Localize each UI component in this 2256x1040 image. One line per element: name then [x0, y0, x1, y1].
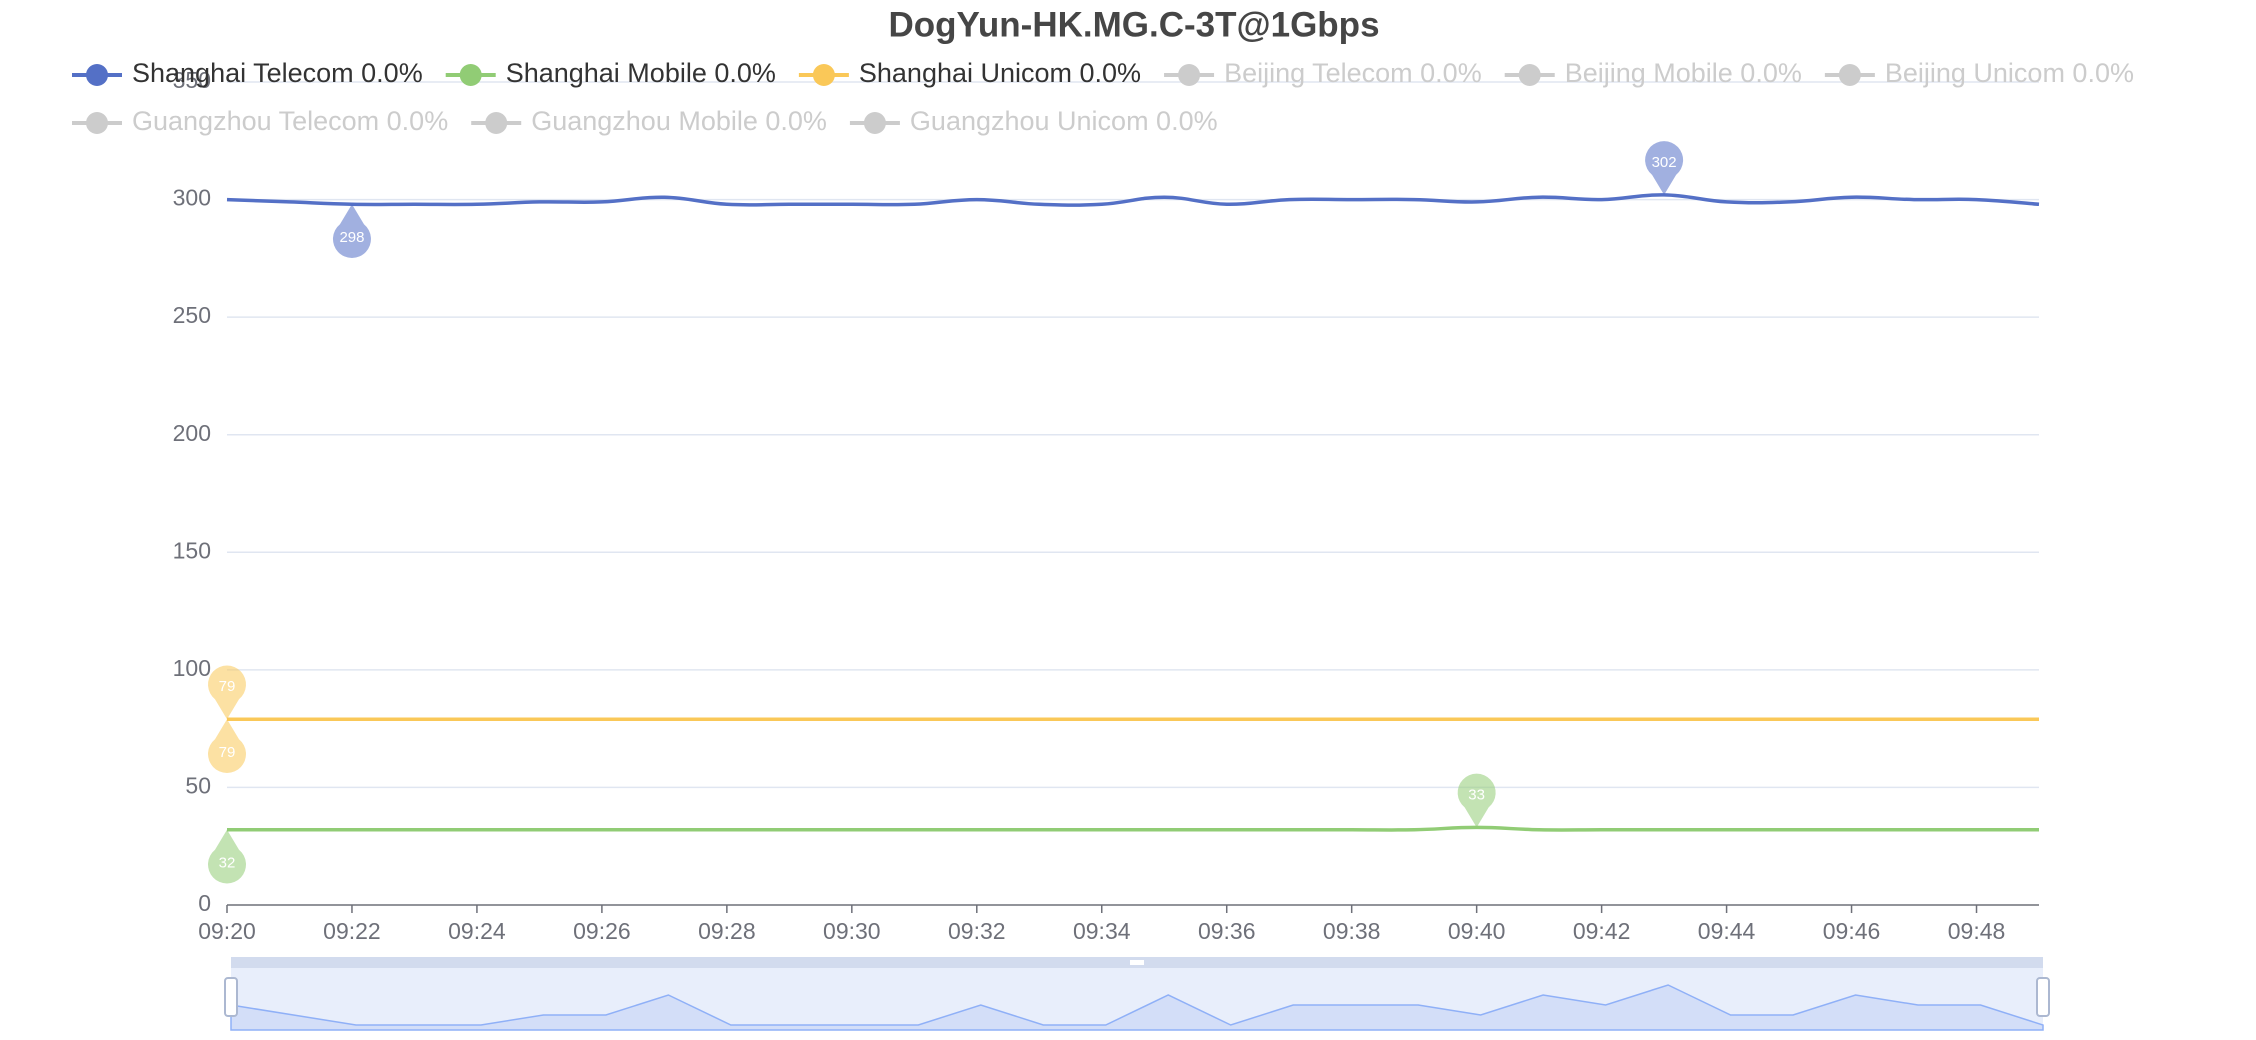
x-tick-label: 09:36 — [1198, 918, 1256, 944]
y-tick-label: 350 — [173, 67, 211, 93]
mark-point: 33 — [1457, 773, 1496, 828]
mark-label: 79 — [219, 744, 236, 761]
series-line — [227, 825, 2039, 832]
legend-label: Guangzhou Unicom 0.0% — [910, 106, 1218, 136]
legend-label: Guangzhou Telecom 0.0% — [132, 106, 448, 136]
x-tick-label: 09:22 — [323, 918, 381, 944]
x-tick-label: 09:44 — [1698, 918, 1756, 944]
mark-label: 298 — [339, 229, 364, 246]
x-tick-label: 09:24 — [448, 918, 506, 944]
x-tick-label: 09:30 — [823, 918, 881, 944]
legend-item[interactable]: Beijing Mobile 0.0% — [1504, 58, 1802, 88]
x-tick-label: 09:38 — [1323, 918, 1381, 944]
mark-pin — [332, 204, 371, 259]
x-tick-label: 09:48 — [1948, 918, 2006, 944]
zoom-grip — [1130, 960, 1144, 965]
y-tick-label: 100 — [173, 655, 211, 681]
y-tick-label: 50 — [185, 773, 211, 799]
legend-icon — [485, 112, 508, 134]
legend-icon — [863, 112, 886, 134]
legend-label: Shanghai Telecom 0.0% — [132, 58, 423, 88]
legend-label: Shanghai Mobile 0.0% — [506, 58, 776, 88]
mark-point: 79 — [208, 665, 246, 720]
x-tick-label: 09:46 — [1823, 918, 1881, 944]
chart-title: DogYun-HK.MG.C-3T@1Gbps — [888, 5, 1379, 44]
zoom-handle[interactable] — [2036, 977, 2050, 1017]
x-tick-label: 09:26 — [573, 918, 631, 944]
mark-point: 32 — [208, 829, 246, 884]
mark-pin — [1645, 141, 1684, 195]
mark-pin — [208, 719, 246, 773]
legend-icon — [459, 64, 482, 86]
legend-item[interactable]: Shanghai Unicom 0.0% — [798, 58, 1141, 88]
y-tick-label: 150 — [173, 537, 211, 563]
x-tick-label: 09:40 — [1448, 918, 1506, 944]
x-tick-label: 09:20 — [198, 918, 256, 944]
legend-icon — [1178, 64, 1201, 86]
mark-label: 32 — [219, 855, 236, 872]
legend-item[interactable]: Guangzhou Unicom 0.0% — [849, 106, 1218, 136]
mark-pin — [1457, 773, 1496, 828]
legend-label: Shanghai Unicom 0.0% — [859, 58, 1141, 88]
x-tick-label: 09:34 — [1073, 918, 1131, 944]
legend-item[interactable]: Beijing Telecom 0.0% — [1164, 58, 1482, 88]
legend-item[interactable]: Beijing Unicom 0.0% — [1824, 58, 2134, 88]
legend-icon — [1838, 64, 1861, 86]
legend-label: Beijing Telecom 0.0% — [1224, 58, 1482, 88]
y-tick-label: 200 — [173, 420, 211, 446]
legend-label: Beijing Unicom 0.0% — [1885, 58, 2134, 88]
legend-icon — [86, 64, 108, 86]
legend-icon — [86, 112, 108, 134]
legend-icon — [812, 64, 835, 86]
mark-pin — [208, 829, 246, 884]
legend-label: Beijing Mobile 0.0% — [1565, 58, 1802, 88]
legend-label: Guangzhou Mobile 0.0% — [531, 106, 827, 136]
x-tick-label: 09:32 — [948, 918, 1006, 944]
legend-item[interactable]: Shanghai Telecom 0.0% — [72, 58, 423, 88]
mark-label: 33 — [1468, 786, 1485, 803]
mark-point: 298 — [332, 204, 371, 259]
x-tick-label: 09:28 — [698, 918, 756, 944]
zoom-handle[interactable] — [224, 977, 238, 1017]
legend-icon — [1518, 64, 1541, 86]
x-tick-label: 09:42 — [1573, 918, 1631, 944]
series-line — [226, 193, 2040, 207]
mark-label: 79 — [219, 678, 236, 695]
mark-point: 79 — [208, 719, 246, 773]
mark-pin — [208, 665, 246, 720]
mark-label: 302 — [1652, 154, 1677, 171]
y-tick-label: 0 — [198, 890, 211, 916]
zoom-area — [230, 984, 2044, 1031]
legend-item[interactable]: Guangzhou Mobile 0.0% — [471, 106, 827, 136]
mark-point: 302 — [1645, 141, 1684, 195]
legend-item[interactable]: Guangzhou Telecom 0.0% — [72, 106, 448, 136]
legend-item[interactable]: Shanghai Mobile 0.0% — [445, 58, 776, 88]
y-tick-label: 300 — [173, 185, 211, 211]
y-tick-label: 250 — [173, 302, 211, 328]
